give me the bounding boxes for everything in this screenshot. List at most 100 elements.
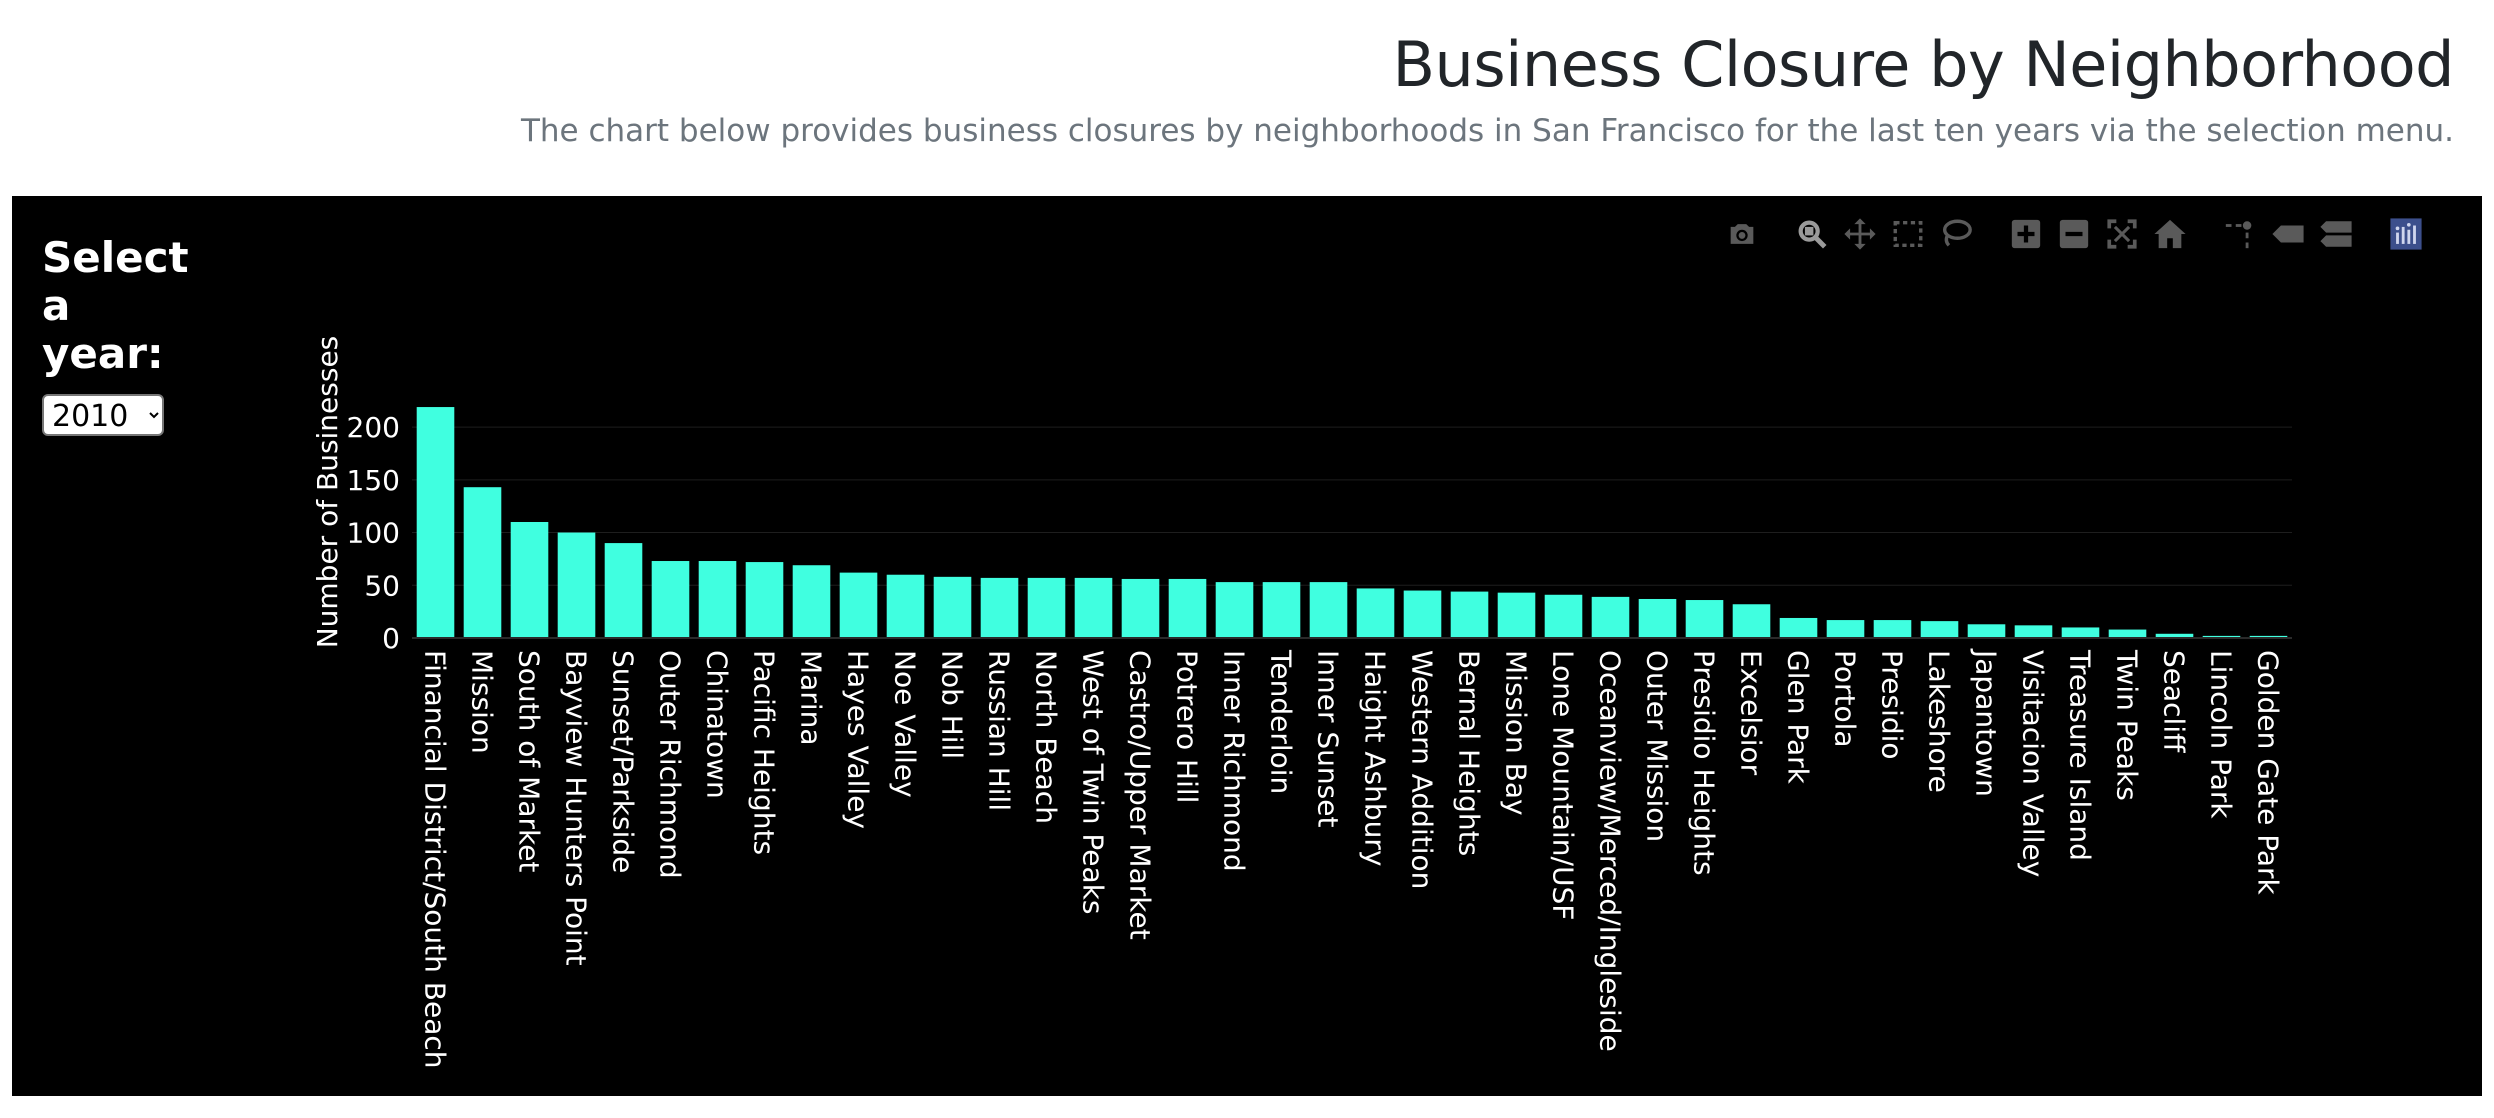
x-tick-label: Haight Ashbury [1359,650,1392,866]
plot-modebar [1718,214,2430,254]
bar[interactable] [1027,577,1066,638]
bar[interactable] [1873,620,1912,638]
x-tick-label: Western Addition [1406,650,1439,889]
bar[interactable] [1685,600,1724,638]
y-tick-label: 200 [347,411,400,444]
bar[interactable] [1544,594,1583,638]
bar[interactable] [1779,617,1818,638]
x-tick-label: Visitacion Valley [2017,650,2050,877]
x-tick-label: Glen Park [1782,650,1815,785]
year-select[interactable]: 2010 [42,394,164,436]
bar[interactable] [1450,591,1489,638]
y-tick-label: 150 [347,464,400,497]
bar[interactable] [2108,629,2147,638]
bar[interactable] [2061,627,2100,638]
bar[interactable] [886,574,925,638]
plotly-logo-icon[interactable] [2386,214,2426,254]
bar[interactable] [1920,621,1959,638]
bar[interactable] [1497,592,1536,638]
bar[interactable] [2249,635,2288,638]
page-header: Business Closure by Neighborhood The cha… [520,0,2455,149]
bar[interactable] [1074,577,1113,638]
year-select-panel: Select a year: 2010 [42,234,202,436]
bar[interactable] [2155,633,2194,638]
x-tick-label: Inner Sunset [1312,650,1345,827]
x-tick-label: Sunset/Parkside [607,650,640,873]
bar[interactable] [1732,604,1771,638]
bar[interactable] [651,561,690,638]
bar[interactable] [839,572,878,638]
x-tick-label: Lincoln Park [2205,650,2238,819]
x-tick-label: Presidio [1876,650,1909,760]
autoscale-icon[interactable] [2102,214,2142,254]
x-tick-label: Excelsior [1735,650,1768,776]
bar[interactable] [980,577,1019,638]
x-tick-label: Castro/Upper Market [1124,650,1157,940]
x-tick-label: West of Twin Peaks [1077,650,1110,915]
x-tick-label: South of Market [513,650,546,872]
y-tick-label: 0 [382,622,400,655]
bar[interactable] [1967,624,2006,638]
bar[interactable] [698,561,737,638]
x-tick-label: Seacliff [2158,650,2191,753]
x-tick-label: Hayes Valley [842,650,875,829]
x-tick-label: Outer Mission [1641,650,1674,842]
x-tick-label: Outer Richmond [654,650,687,879]
bar[interactable] [745,562,784,638]
lasso-icon[interactable] [1936,214,1976,254]
x-tick-label: Russian Hill [983,650,1016,811]
bar[interactable] [604,543,643,638]
bar[interactable] [1638,598,1677,638]
pan-icon[interactable] [1840,214,1880,254]
x-tick-label: Potrero Hill [1171,650,1204,803]
zoom-out-icon[interactable] [2054,214,2094,254]
spike-lines-icon[interactable] [2220,214,2260,254]
x-tick-label: Mission [466,650,499,754]
bar[interactable] [1309,582,1348,638]
bar[interactable] [510,522,549,638]
page-title: Business Closure by Neighborhood [1392,28,2455,101]
bar[interactable] [1403,590,1442,638]
reset-axes-icon[interactable] [2150,214,2190,254]
bar[interactable] [463,487,502,638]
hover-closest-icon[interactable] [2268,214,2308,254]
bar[interactable] [2014,625,2053,638]
y-tick-label: 50 [364,569,400,602]
select-year-label: Select a year: [42,233,189,378]
x-tick-label: Lone Mountain/USF [1547,650,1580,920]
x-tick-label: Tenderloin [1265,649,1298,794]
bar[interactable] [792,565,831,638]
page-subtitle: The chart below provides business closur… [520,113,2454,149]
x-tick-label: Treasure Island [2064,649,2097,861]
x-tick-label: Noe Valley [889,650,922,798]
bar[interactable] [416,407,455,638]
x-tick-label: Twin Peaks [2111,649,2144,801]
bar[interactable] [2202,635,2241,638]
x-tick-label: Chinatown [701,650,734,799]
bar[interactable] [1356,588,1395,638]
x-tick-label: Japantown [1970,648,2003,797]
hover-compare-icon[interactable] [2316,214,2356,254]
x-tick-label: Lakeshore [1923,650,1956,793]
bar[interactable] [1121,578,1160,638]
y-tick-label: 100 [347,517,400,550]
x-tick-label: Portola [1829,650,1862,748]
x-tick-label: Golden Gate Park [2252,650,2285,896]
camera-icon[interactable] [1722,214,1762,254]
bar[interactable] [1826,620,1865,638]
bar[interactable] [1262,582,1301,638]
bar[interactable] [557,532,596,638]
x-tick-label: Bayview Hunters Point [560,650,593,966]
bar[interactable] [1591,596,1630,638]
bar[interactable] [933,576,972,638]
x-tick-label: Marina [795,650,828,746]
box-select-icon[interactable] [1888,214,1928,254]
bar[interactable] [1215,582,1254,638]
chart-dashboard: 0 50 100 150 200 Number of Businesses Financia… [12,196,2482,1096]
bar[interactable] [1168,578,1207,638]
zoom-icon[interactable] [1792,214,1832,254]
zoom-in-icon[interactable] [2006,214,2046,254]
x-tick-label: Oceanview/Merced/Ingleside [1594,650,1627,1052]
x-tick-label: Mission Bay [1500,650,1533,816]
